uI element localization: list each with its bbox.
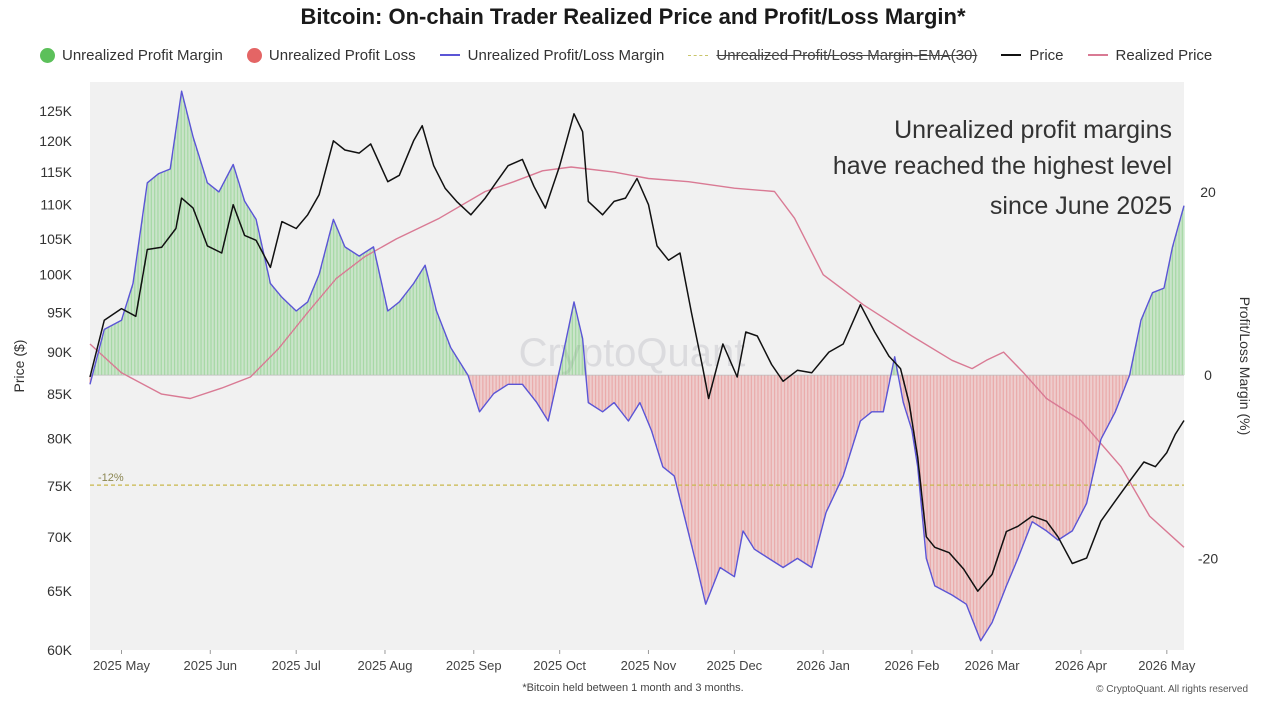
legend-label: Price [1029,46,1064,64]
annotation-line-2: have reached the highest level [833,152,1172,180]
x-tick-label: 2026 Mar [965,658,1021,673]
y-tick-label: 80K [47,431,73,447]
y-tick-label: 105K [39,231,72,247]
y-tick-label: 90K [47,344,73,360]
x-tick-label: 2025 Aug [358,658,413,673]
green-dot-icon [40,47,55,63]
y-tick-label: 65K [47,583,73,599]
legend-label: Realized Price [1115,46,1213,64]
y2-tick-label: 20 [1200,184,1216,200]
x-axis: 2025 May 2025 Jun 2025 Jul 2025 Aug 2025 Sep… [93,650,1196,673]
legend: Unrealized Profit Margin Unrealized Prof… [40,44,1236,66]
x-tick-label: 2026 May [1138,658,1196,673]
y-tick-label: 70K [47,529,73,545]
legend-label: Unrealized Profit/Loss Margin [467,46,665,64]
footnote: *Bitcoin held between 1 month and 3 mont… [522,682,744,694]
annotation-line-3: since June 2025 [990,192,1172,220]
y-axis-label: Price ($) [11,340,27,393]
dashed-line-icon [688,54,709,56]
y2-tick-label: -20 [1198,550,1218,566]
x-tick-label: 2025 Nov [621,658,677,673]
chart-title: Bitcoin: On-chain Trader Realized Price … [300,4,966,29]
right-axis: 20 0 -20 [1198,184,1218,566]
legend-label: Unrealized Profit/Loss Margin-EMA(30) [716,46,978,64]
blue-line-icon [439,54,460,56]
red-dot-icon [246,47,262,63]
x-tick-label: 2025 Jun [184,658,238,673]
legend-item-unrealized-profit-margin[interactable]: Unrealized Profit Margin [40,47,223,64]
left-axis: 60K 65K 70K 75K 80K 85K 90K 95K 100K 105K 110K 115K… [39,103,72,658]
x-tick-label: 2025 Jul [272,658,321,673]
realized-price-line [89,166,1185,548]
y-tick-label: 85K [47,386,73,402]
x-tick-label: 2025 May [93,658,151,673]
legend-item-price[interactable]: Price [1001,46,1064,64]
margin-bars [89,91,1185,641]
pink-line-icon [1087,54,1108,56]
y-tick-label: 75K [47,478,73,494]
legend-item-realized-price[interactable]: Realized Price [1087,46,1213,64]
y-tick-label: 125K [39,103,72,119]
x-tick-label: 2025 Sep [446,658,502,673]
y-tick-label: 95K [47,304,73,320]
black-line-icon [1001,54,1022,56]
legend-label: Unrealized Profit Margin [62,46,223,64]
legend-item-margin-line[interactable]: Unrealized Profit/Loss Margin [439,46,665,64]
y2-tick-label: 0 [1204,367,1212,383]
x-tick-label: 2025 Dec [707,658,763,673]
x-tick-label: 2026 Feb [884,658,939,673]
series-lines [89,90,1185,642]
watermark: CryptoQuant [519,331,746,375]
price-line [89,113,1185,592]
annotation-line-1: Unrealized profit margins [894,116,1172,144]
y-tick-label: 120K [39,133,72,149]
y-tick-label: 100K [39,267,72,283]
x-tick-label: 2026 Apr [1055,658,1108,673]
x-tick-label: 2026 Jan [796,658,850,673]
y-tick-label: 110K [40,197,72,213]
legend-label: Unrealized Profit Loss [268,46,416,64]
unrealized-profit-loss-margin-line [89,90,1185,642]
x-tick-label: 2025 Oct [533,658,586,673]
y-tick-label: 115K [40,164,72,180]
y2-axis-label: Profit/Loss Margin (%) [1237,297,1253,435]
copyright: © CryptoQuant. All rights reserved [1096,684,1248,695]
legend-item-unrealized-profit-loss[interactable]: Unrealized Profit Loss [246,46,416,64]
threshold-label: -12% [98,472,124,484]
legend-item-margin-ema[interactable]: Unrealized Profit/Loss Margin-EMA(30) [688,47,977,64]
y-tick-label: 60K [47,642,73,658]
